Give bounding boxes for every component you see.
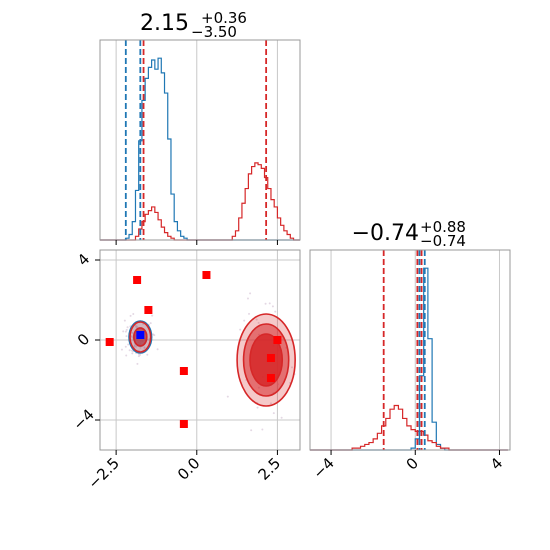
ytick-label: 4 [74,250,93,269]
marker-point [144,306,153,314]
scatter-dot [149,322,152,325]
histograms-param1 [100,57,300,241]
marker-point [105,338,114,346]
grid-param2 [330,250,500,450]
scatter-dot [290,366,293,369]
histogram-series [100,162,300,241]
marker-point [266,354,275,362]
marker-point [202,271,211,279]
scatter-dot [125,335,128,338]
title-param1-lower: −3.50 [191,23,237,41]
scatter-dot [132,313,135,316]
scatter-dot [139,346,142,349]
scatter-dot [129,314,132,317]
scatter-dot [122,330,125,333]
scatter-dot [130,349,133,352]
marker-points [105,271,282,428]
scatter-dot [264,302,267,305]
density-contour [249,333,284,387]
scatter-dot [151,314,154,317]
xtick-label: −4 [310,454,338,482]
scatter-dot [133,344,136,347]
scatter-dot [124,345,127,348]
scatter-dot [243,319,246,322]
title-param1-value: 2.15 [140,11,189,36]
xtick-label: 0 [403,454,422,473]
scatter-dot [261,428,264,431]
marker-point [266,374,275,382]
ticks-param1 [115,240,278,245]
marker-point [133,276,142,284]
marker-point [179,367,188,375]
quantile-lines-param2 [382,250,426,450]
scatter-dot [269,402,272,405]
scatter-dot [123,319,126,322]
scatter-dot [280,416,283,419]
scatter-dot [156,348,159,351]
scatter-dot [255,318,258,321]
scatter-dot [120,348,123,351]
scatter-dot [130,335,133,338]
scatter-dot [249,292,252,295]
xticks-joint: −2.5 0.0 2.5 [84,450,284,493]
histogram-series [100,57,300,241]
scatter-dot [146,353,149,356]
scatter-dot [268,302,271,305]
title-param2-value: −0.74 [352,221,419,246]
axes-frame-joint [99,249,301,451]
title-param2-lower: −0.74 [420,232,466,250]
scatter-dot [124,330,127,333]
histogram-series [310,404,508,451]
scatter-dot [271,305,274,308]
scatter-dot [226,395,229,398]
panel-marginal-param1: 2.15 +0.36 −3.50 [99,9,301,245]
yticks-joint: −4 0 4 [69,250,100,434]
scatter-dot [248,312,251,315]
scatter-dot [136,362,139,365]
scatter-dot [131,331,134,334]
xtick-label: 4 [487,454,506,473]
xtick-label: −2.5 [84,454,122,492]
quantile-lines-param1 [124,40,268,240]
scatter-dot [272,412,275,415]
ytick-label: 0 [74,330,93,349]
scatter-dot [153,334,156,337]
scatter-dot [131,352,134,355]
title-param2-upper: +0.88 [420,218,466,236]
scatter-dot [239,328,242,331]
scatter-dot [126,326,129,329]
xticks-param2: −4 0 4 [310,450,506,482]
scatter-dot [250,429,253,432]
histogram-series [310,267,508,451]
scatter-dot [125,328,128,331]
panel-joint: −2.5 0.0 2.5 −4 0 4 [69,249,301,493]
scatter-dot [256,406,259,409]
title-param1-upper: +0.36 [201,9,247,27]
scatter-dot [127,343,130,346]
scatter-dot [257,321,260,324]
scatter-dot [143,346,146,349]
scatter-dot [274,310,277,313]
panel-marginal-param2: −0.74 +0.88 −0.74 −4 0 4 [309,218,511,482]
axes-frame-param1 [99,39,301,241]
scatter-dot [134,324,137,327]
xtick-label: 0.0 [174,454,204,484]
scatter-dot [128,349,131,352]
ytick-label: −4 [69,405,97,433]
histograms-param2 [310,267,508,451]
xtick-label: 2.5 [255,454,285,484]
marker-point [273,336,282,344]
axes-frame-param2 [309,249,511,451]
marker-point [179,420,188,428]
scatter-dot [246,297,249,300]
scatter-dot [125,354,128,357]
highlight-marker [136,331,145,339]
